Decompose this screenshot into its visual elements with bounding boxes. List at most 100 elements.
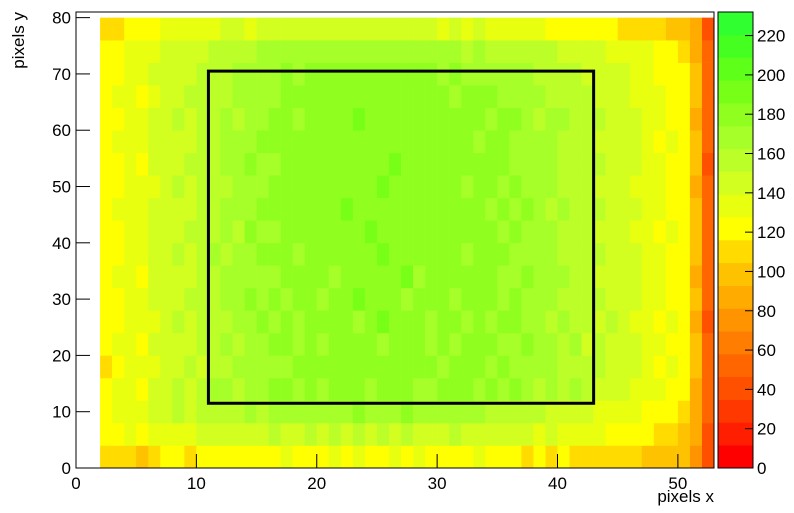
heatmap-cell bbox=[557, 152, 570, 176]
heatmap-cell bbox=[617, 152, 631, 176]
heatmap-cell bbox=[208, 242, 221, 266]
heatmap-cell bbox=[521, 85, 534, 109]
heatmap-cell bbox=[521, 242, 534, 266]
heatmap-cell bbox=[653, 220, 667, 244]
heatmap-cell bbox=[232, 175, 245, 199]
heatmap-cell bbox=[196, 377, 209, 401]
heatmap-cell bbox=[653, 197, 667, 221]
heatmap-cell bbox=[701, 265, 715, 289]
heatmap-cell bbox=[340, 175, 354, 199]
heatmap-cell bbox=[196, 332, 209, 356]
heatmap-cell bbox=[268, 62, 281, 86]
heatmap-cell bbox=[136, 400, 149, 424]
heatmap-cell bbox=[425, 107, 438, 131]
heatmap-cell bbox=[184, 400, 197, 424]
heatmap-cell bbox=[521, 152, 534, 176]
heatmap-cell bbox=[533, 377, 546, 401]
heatmap-cell bbox=[497, 422, 510, 446]
heatmap-cell bbox=[364, 445, 378, 469]
heatmap-cell bbox=[304, 17, 318, 41]
heatmap-cell bbox=[388, 130, 402, 154]
heatmap-cell bbox=[521, 130, 534, 154]
heatmap-cell bbox=[497, 197, 510, 221]
heatmap-cell bbox=[617, 310, 631, 334]
heatmap-cell bbox=[352, 175, 366, 199]
heatmap-cell bbox=[388, 310, 402, 334]
heatmap-cell bbox=[280, 175, 293, 199]
heatmap-cell bbox=[545, 197, 558, 221]
heatmap-cell bbox=[689, 242, 703, 266]
heatmap-cell bbox=[581, 220, 594, 244]
heatmap-cell bbox=[485, 175, 498, 199]
heatmap-cell bbox=[629, 287, 643, 311]
heatmap-cell bbox=[208, 107, 221, 131]
heatmap-cell bbox=[280, 152, 293, 176]
heatmap-cell bbox=[256, 400, 269, 424]
heatmap-cell bbox=[268, 265, 281, 289]
heatmap-cell bbox=[316, 377, 330, 401]
heatmap-cell bbox=[461, 422, 474, 446]
heatmap-cell bbox=[208, 445, 221, 469]
heatmap-cell bbox=[220, 85, 233, 109]
heatmap-cell bbox=[665, 377, 679, 401]
heatmap-cell bbox=[413, 220, 426, 244]
heatmap-cell bbox=[112, 377, 125, 401]
heatmap-cell bbox=[280, 265, 293, 289]
heatmap-cell bbox=[641, 152, 655, 176]
heatmap-cell bbox=[461, 377, 474, 401]
heatmap-cell bbox=[569, 242, 582, 266]
heatmap-cell bbox=[509, 62, 522, 86]
heatmap-cell bbox=[665, 40, 679, 63]
heatmap-cell bbox=[521, 220, 534, 244]
heatmap-cell bbox=[617, 332, 631, 356]
heatmap-cell bbox=[172, 355, 185, 379]
heatmap-cell bbox=[388, 40, 402, 63]
heatmap-cell bbox=[352, 332, 366, 356]
heatmap-cell bbox=[244, 107, 257, 131]
heatmap-cell bbox=[545, 445, 558, 469]
heatmap-cell bbox=[485, 152, 498, 176]
heatmap-cell bbox=[100, 85, 113, 109]
heatmap-cell bbox=[425, 422, 438, 446]
heatmap-cell bbox=[653, 377, 667, 401]
heatmap-cell bbox=[292, 107, 306, 131]
heatmap-cell bbox=[172, 17, 185, 41]
heatmap-cell bbox=[364, 85, 378, 109]
heatmap-cell bbox=[172, 62, 185, 86]
heatmap-cell bbox=[148, 287, 161, 311]
heatmap-cell bbox=[100, 332, 113, 356]
heatmap-cell bbox=[533, 62, 546, 86]
heatmap-cell bbox=[352, 422, 366, 446]
heatmap-cell bbox=[304, 310, 318, 334]
heatmap-cell bbox=[268, 107, 281, 131]
heatmap-cell bbox=[316, 332, 330, 356]
heatmap-cell bbox=[509, 175, 522, 199]
heatmap-cell bbox=[196, 242, 209, 266]
heatmap-cell bbox=[136, 40, 149, 63]
heatmap-cell bbox=[208, 400, 221, 424]
heatmap-cell bbox=[268, 287, 281, 311]
heatmap-cell bbox=[340, 332, 354, 356]
heatmap-cell bbox=[569, 220, 582, 244]
heatmap-cell bbox=[208, 377, 221, 401]
heatmap-cell bbox=[124, 400, 137, 424]
heatmap-cell bbox=[485, 17, 498, 41]
heatmap-cell bbox=[557, 220, 570, 244]
heatmap-cell bbox=[701, 40, 715, 63]
heatmap-cell bbox=[617, 242, 631, 266]
heatmap-cell bbox=[316, 220, 330, 244]
heatmap-cell bbox=[533, 197, 546, 221]
heatmap-cell bbox=[521, 197, 534, 221]
heatmap-cell bbox=[136, 377, 149, 401]
y-tick-label: 40 bbox=[52, 234, 71, 253]
heatmap-cell bbox=[244, 62, 257, 86]
heatmap-cell bbox=[485, 220, 498, 244]
heatmap-cell bbox=[388, 152, 402, 176]
heatmap-cell bbox=[148, 175, 161, 199]
heatmap-cell bbox=[340, 242, 354, 266]
heatmap-cell bbox=[701, 62, 715, 86]
heatmap-cell bbox=[593, 17, 606, 41]
heatmap-cell bbox=[509, 400, 522, 424]
heatmap-cell bbox=[509, 220, 522, 244]
heatmap-cell bbox=[232, 242, 245, 266]
